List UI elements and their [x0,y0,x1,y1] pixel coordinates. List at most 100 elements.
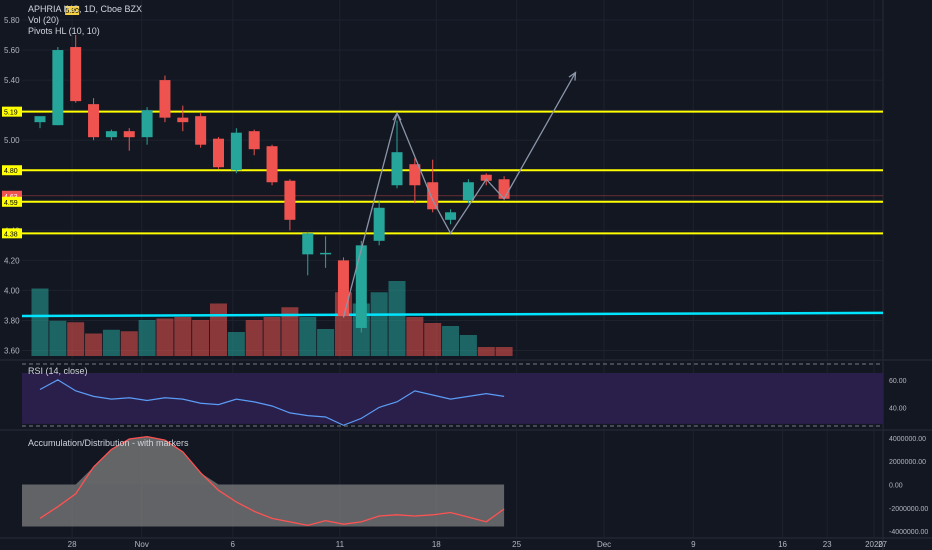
ad-tick-label: -2000000.00 [889,506,928,513]
pivots-legend: Pivots HL (10, 10) [28,26,100,36]
x-tick-label: Dec [597,540,611,549]
x-tick-label: 2020 [865,540,883,549]
candle-body [373,207,385,241]
candle-body [427,182,439,210]
x-tick-label: 27 [878,540,887,549]
volume-bar [227,332,245,356]
candle-body [88,104,100,138]
volume-bars [21,281,884,356]
candle-body [141,110,153,138]
volume-bar [459,335,477,356]
pivot-label-box [65,6,80,16]
volume-ma-line [21,311,884,318]
candle-body [445,212,457,220]
level-label: 4.80 [4,168,18,175]
volume-bar [210,303,227,356]
level-label-box [2,196,22,207]
volume-bar [67,322,85,356]
volume-bar [299,317,317,356]
volume-bar [263,317,281,356]
rsi-pane [22,363,883,427]
rsi-tick-label: 60.00 [889,378,907,385]
y-tick-label: 5.80 [4,16,20,25]
volume-bar [495,347,513,356]
y-tick-label: 5.00 [4,136,20,145]
candle-body [337,260,349,316]
volume-bar [49,320,67,356]
volume-bar [317,329,335,356]
pattern-arrowhead [568,71,577,81]
x-tick-label: 11 [336,540,345,549]
volume-bar [85,333,103,356]
level-label: 5.19 [4,110,18,117]
ad-pane [22,436,505,527]
candle-body [52,50,64,126]
ad-upper-area [40,436,505,485]
volume-bar [138,320,156,356]
y-tick-label: 4.00 [4,286,20,295]
volume-bar [31,288,49,356]
ad-tick-label: 2000000.00 [889,459,926,466]
candle-body [266,146,278,183]
candle-body [480,174,492,181]
level-label-box [2,165,22,176]
vol-legend: Vol (20) [28,15,60,25]
candle-body [195,116,207,145]
x-tick-label: 6 [231,540,236,549]
volume-bar [174,317,192,356]
volume-bar [281,307,299,356]
rsi-legend: RSI (14, close) [28,366,88,376]
x-tick-label: Nov [135,540,149,549]
ad-line [39,436,505,526]
volume-bar [406,317,424,356]
level-label-box [2,190,22,201]
candles: 5.90 [34,6,510,333]
volume-bar [156,318,174,356]
y-tick-label: 3.60 [4,346,20,355]
candle-body [391,152,403,186]
candle-body [302,233,314,255]
x-tick-label: 16 [778,540,787,549]
candle-body [248,131,260,150]
ad-lower-band [22,484,505,527]
ad-legend: Accumulation/Distribution - with markers [28,438,189,448]
x-tick-label: 18 [432,540,441,549]
level-label-box [2,228,22,239]
volume-bar [245,320,263,356]
candle-body [462,182,474,201]
volume-bar [102,329,120,356]
candle-body [355,245,367,328]
candle-body [230,132,242,171]
level-label: 4.59 [4,200,18,207]
candle-body [70,47,82,102]
y-tick-label: 4.20 [4,256,20,265]
symbol-title: APHRIA INC, 1D, Cboe BZX [28,4,143,14]
ad-tick-label: 0.00 [889,483,903,490]
candle-body [159,80,171,118]
candle-body [105,131,117,138]
volume-bar [388,281,406,356]
volume-bar [442,326,460,356]
volume-bar [120,331,138,356]
volume-bar [192,320,210,356]
pivot-label: 5.90 [65,8,79,15]
y-tick-label: 5.40 [4,76,20,85]
x-tick-label: 28 [68,540,77,549]
candle-body [320,252,332,255]
pattern-peak-arrowhead [392,111,402,121]
pattern-polyline [342,72,577,318]
candle-body [213,138,224,168]
ad-tick-label: 4000000.00 [889,436,926,443]
rsi-tick-label: 40.00 [889,405,907,412]
y-tick-label: 3.80 [4,316,20,325]
level-label: 4.38 [4,231,18,238]
candle-body [123,131,135,138]
y-tick-label: 5.60 [4,46,20,55]
candle-body [498,179,510,199]
candle-body [177,117,189,123]
level-label-box [2,106,22,117]
candle-body [409,164,421,186]
volume-bar [477,347,495,356]
